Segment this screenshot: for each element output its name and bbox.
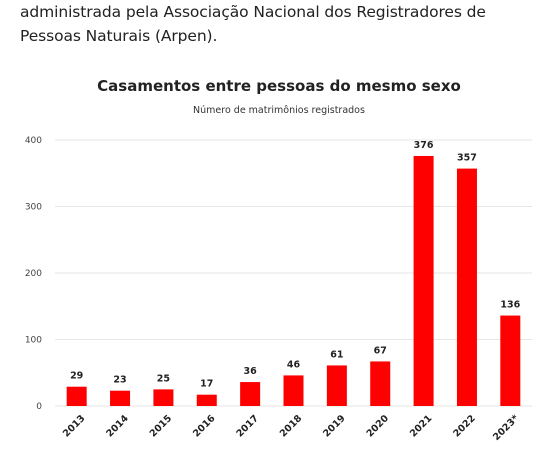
- x-tick-label: 2019: [321, 413, 347, 439]
- bar: [196, 394, 217, 406]
- x-tick-label: 2022: [451, 413, 477, 439]
- data-label: 376: [414, 140, 434, 151]
- bar: [456, 168, 477, 406]
- y-tick-label: 200: [25, 269, 42, 279]
- bar: [370, 361, 391, 406]
- data-label: 25: [157, 373, 170, 384]
- article-paragraph: administrada pela Associação Nacional do…: [20, 3, 486, 45]
- bar: [240, 382, 261, 406]
- y-tick-label: 100: [25, 336, 42, 346]
- x-tick-label: 2015: [148, 413, 174, 439]
- bar: [110, 390, 131, 406]
- y-tick-label: 400: [25, 136, 42, 146]
- bar: [500, 315, 521, 406]
- x-tick-label: 2017: [234, 413, 260, 439]
- data-label: 61: [330, 349, 343, 360]
- x-tick-label: 2020: [365, 413, 392, 440]
- bar: [66, 386, 87, 406]
- x-tick-label: 2013: [61, 413, 87, 439]
- x-tick-label: 2016: [191, 413, 218, 440]
- data-label: 17: [200, 379, 213, 390]
- data-label: 357: [457, 153, 477, 164]
- bar: [283, 375, 304, 406]
- y-tick-label: 300: [25, 203, 42, 213]
- data-label: 36: [244, 366, 258, 377]
- chart-container: 0 100 200 300 400 29 2013 23 2014 25 2015 17 2016 36 2…: [0, 70, 558, 451]
- x-tick-label: 2023*: [491, 413, 521, 443]
- bar: [326, 365, 347, 406]
- data-label: 67: [374, 345, 387, 356]
- data-label: 23: [113, 375, 126, 386]
- bar: [413, 155, 434, 406]
- chart-title: Casamentos entre pessoas do mesmo sexo: [97, 77, 461, 95]
- chart-subtitle: Número de matrimônios registrados: [193, 105, 365, 116]
- bar: [153, 389, 174, 406]
- data-label: 46: [287, 359, 301, 370]
- bar-chart: 0 100 200 300 400 29 2013 23 2014 25 2015 17 2016 36 2…: [25, 136, 532, 443]
- x-tick-label: 2018: [278, 413, 305, 440]
- x-tick-label: 2014: [104, 413, 131, 440]
- data-label: 29: [70, 371, 83, 382]
- y-tick-label: 0: [36, 402, 42, 412]
- data-label: 136: [500, 300, 520, 311]
- x-tick-label: 2021: [408, 413, 434, 439]
